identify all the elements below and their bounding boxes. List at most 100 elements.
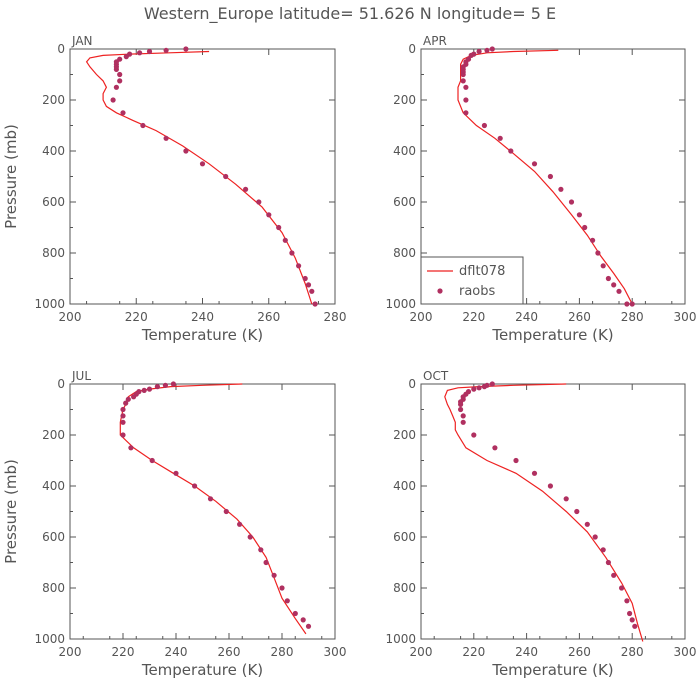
panel-oct-raobs-point — [492, 445, 498, 451]
panel-jan-frame — [69, 48, 336, 305]
panel-jul-raobs-point — [120, 406, 126, 413]
panel-jan-raobs-point — [137, 50, 143, 56]
panel-jul-raobs-point — [258, 547, 264, 553]
panel-jan-raobs-point — [296, 263, 302, 269]
panel-jan-raobs-point — [183, 148, 189, 154]
panel-apr-raobs-point — [582, 224, 588, 231]
panel-jan-ytick-label: 200 — [42, 93, 65, 107]
panel-oct-raobs-point — [584, 521, 590, 527]
panel-jan-ytick-label: 600 — [42, 195, 65, 209]
panel-jan-raobs-point — [110, 97, 116, 103]
panel-jul-raobs-point — [279, 585, 285, 591]
panel-apr-raobs-point — [629, 301, 635, 307]
panel-jul-raobs-point — [162, 382, 168, 388]
panel-jan-raobs-point — [117, 78, 123, 84]
panel-jan-raobs-point — [289, 250, 295, 256]
panel-jul-label: JUL — [71, 369, 91, 383]
panel-apr-raobs-point — [476, 48, 482, 55]
panel-apr-ytick-label: 200 — [393, 93, 416, 107]
panel-jan-raobs-point — [223, 173, 229, 180]
panel-apr-xtick-label: 240 — [515, 310, 538, 324]
panel-jul-raobs-point — [141, 387, 147, 393]
panel-jul-raobs-point — [305, 623, 312, 629]
panel-apr-raobs-point — [595, 250, 601, 256]
panel-jan-raobs-point — [305, 282, 312, 288]
panel-apr-ytick-label: 1000 — [385, 297, 416, 311]
panel-jan-raobs-point — [199, 161, 206, 167]
panel-apr-raobs-point — [624, 301, 630, 307]
panel-oct-raobs-point — [481, 384, 487, 390]
panel-jul-raobs-point — [223, 508, 229, 515]
panel-jul-series-dflt078 — [119, 383, 307, 635]
panel-jan-raobs-point — [113, 66, 119, 72]
panel-oct: OCT 200 220 240 260 280 300 0 200 400 600 800 1000 Te… — [385, 369, 696, 679]
panel-oct-ytick-label: 800 — [393, 581, 416, 595]
panel-oct-raobs-point — [531, 470, 538, 476]
panel-jul-raobs-point — [123, 400, 129, 406]
panel-apr-raobs-point — [531, 161, 538, 167]
panel-oct-raobs-point — [619, 585, 625, 591]
panel-jan-ytick-label: 1000 — [34, 297, 65, 311]
panels: JAN 200 220 240 260 280 0 200 400 600 800 1000 Tempe… — [2, 34, 696, 679]
panel-apr-raobs-point — [468, 52, 474, 59]
panel-apr-raobs-point — [600, 263, 606, 269]
panel-jul-raobs-point — [149, 457, 155, 464]
panel-oct-raobs-point — [458, 401, 464, 407]
panel-jul-ytick-label: 800 — [42, 581, 65, 595]
panel-jul-xtick-label: 240 — [165, 645, 188, 659]
panel-jan-label: JAN — [71, 34, 93, 48]
panel-jan-raobs-point — [163, 135, 169, 141]
panel-jan-raobs-point — [312, 301, 318, 307]
panel-oct-ytick-label: 400 — [393, 479, 416, 493]
panel-apr-raobs-point — [611, 282, 617, 288]
panel-apr-raobs-point — [605, 275, 612, 282]
panel-jul-raobs-point — [247, 534, 253, 540]
panel-apr-raobs-point — [463, 84, 469, 90]
panel-apr-xtick-label: 300 — [674, 310, 697, 324]
panel-apr-legend-model: dflt078 — [459, 264, 505, 279]
panel-oct-raobs-point — [460, 419, 466, 425]
panel-jul-raobs-point — [170, 381, 176, 387]
panel-jan-xtick-label: 200 — [59, 310, 82, 324]
panel-oct-ytick-label: 600 — [393, 530, 416, 544]
panel-oct-xtick-label: 220 — [462, 645, 485, 659]
panel-oct-series-dflt078 — [444, 383, 644, 642]
panel-oct-raobs-point — [629, 617, 635, 623]
panel-oct-raobs-point — [632, 623, 638, 629]
panel-jan-raobs-point — [117, 71, 123, 78]
panel-apr-ytick-label: 400 — [393, 144, 416, 158]
panel-jan-raobs-point — [123, 54, 129, 60]
panel-jan-raobs-point — [302, 275, 308, 282]
panel-apr-raobs-point — [460, 78, 466, 84]
panel-oct-xtick-label: 200 — [410, 645, 433, 659]
panel-oct-raobs-point — [460, 413, 466, 419]
panel-jul-raobs-point — [237, 521, 243, 527]
panel-apr-raobs-point — [463, 110, 469, 116]
panel-oct-xtick-label: 300 — [674, 645, 697, 659]
panel-apr-series-dflt078 — [457, 49, 633, 305]
panel-oct-raobs-point — [547, 483, 554, 489]
panel-apr-raobs-point — [508, 148, 514, 154]
panel-oct-raobs-point — [513, 457, 519, 464]
panel-jan-raobs-point — [146, 48, 153, 55]
panel-jan-raobs-point — [243, 186, 249, 192]
panel-jan-raobs-point — [276, 224, 282, 231]
panel-apr-xtick-label: 260 — [568, 310, 591, 324]
panel-jul-xtick-label: 280 — [271, 645, 294, 659]
panel-jul-raobs-point — [128, 445, 134, 451]
panel-jan-xtick-label: 220 — [125, 310, 148, 324]
panel-apr-xtick-label: 220 — [462, 310, 485, 324]
panel-jan-xtick-label: 240 — [191, 310, 214, 324]
panel-apr-raobs-point — [590, 237, 596, 243]
panel-apr-xtick-label: 280 — [621, 310, 644, 324]
panel-jul-raobs-point — [292, 610, 298, 617]
panel-oct-xlabel: Temperature (K) — [491, 661, 613, 679]
panel-oct-raobs-point — [471, 432, 477, 438]
panel-jan-raobs-point — [163, 47, 169, 53]
panel-jul-raobs-point — [154, 384, 160, 390]
panel-jan-raobs-point — [282, 237, 288, 243]
panel-apr-raobs-point — [484, 47, 490, 53]
panel-oct-raobs-point — [600, 547, 606, 553]
panel-oct-raobs-point — [627, 610, 633, 617]
panel-apr-ytick-label: 0 — [408, 42, 416, 56]
